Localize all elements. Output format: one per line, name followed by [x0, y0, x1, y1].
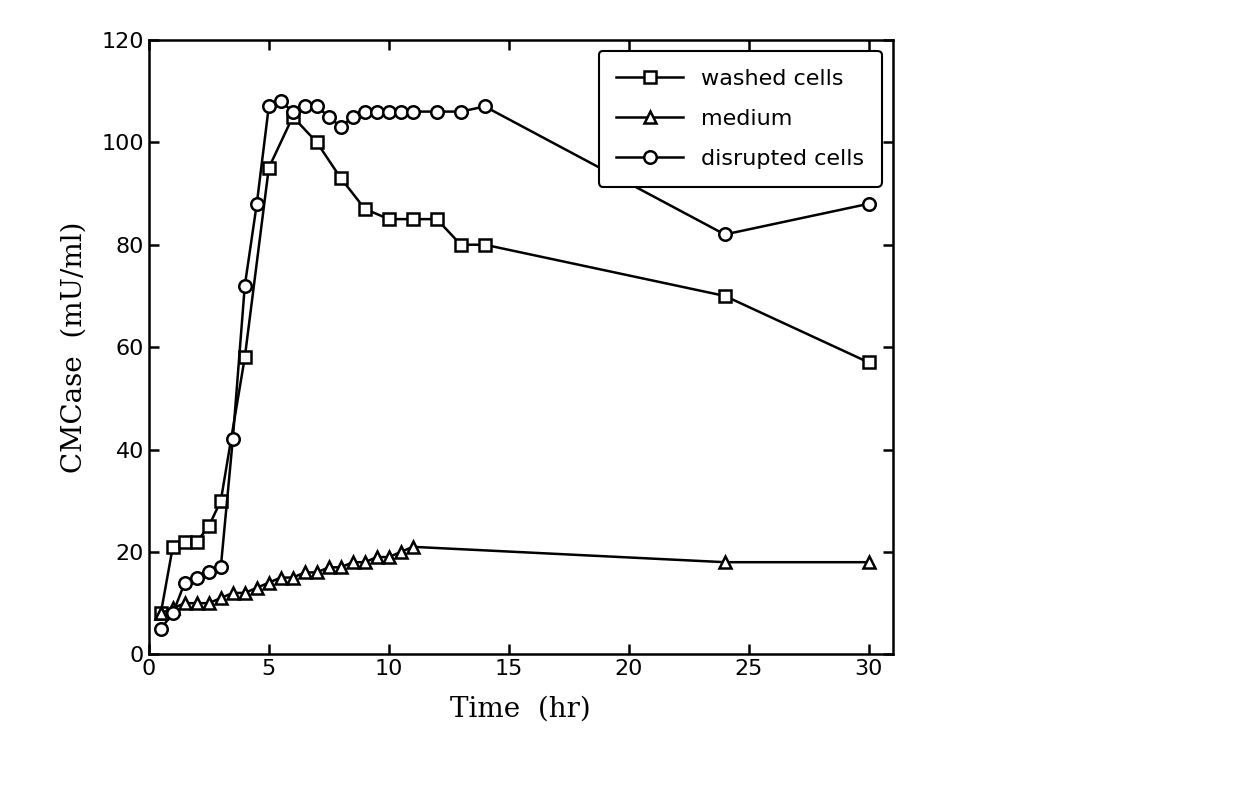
- washed cells: [429, 215, 444, 224]
- medium: [309, 567, 324, 577]
- X-axis label: Time  (hr): Time (hr): [450, 696, 591, 723]
- washed cells: [190, 537, 205, 547]
- disrupted cells: [201, 567, 216, 577]
- disrupted cells: [213, 563, 228, 572]
- medium: [334, 563, 348, 572]
- washed cells: [237, 353, 252, 362]
- washed cells: [382, 215, 397, 224]
- disrupted cells: [477, 101, 492, 111]
- Line: medium: medium: [155, 541, 874, 619]
- disrupted cells: [429, 107, 444, 117]
- medium: [321, 563, 336, 572]
- washed cells: [334, 173, 348, 183]
- medium: [273, 573, 288, 583]
- washed cells: [213, 496, 228, 506]
- washed cells: [154, 609, 169, 618]
- medium: [213, 593, 228, 602]
- disrupted cells: [393, 107, 408, 117]
- medium: [165, 603, 180, 613]
- washed cells: [177, 537, 192, 547]
- medium: [405, 542, 420, 551]
- Y-axis label: CMCase  (mU/ml): CMCase (mU/ml): [61, 221, 88, 473]
- disrupted cells: [382, 107, 397, 117]
- disrupted cells: [262, 101, 277, 111]
- medium: [262, 578, 277, 587]
- disrupted cells: [298, 101, 312, 111]
- disrupted cells: [370, 107, 384, 117]
- medium: [346, 558, 361, 567]
- medium: [370, 552, 384, 562]
- Line: washed cells: washed cells: [155, 110, 875, 619]
- washed cells: [357, 204, 372, 214]
- medium: [393, 547, 408, 557]
- disrupted cells: [226, 435, 241, 444]
- medium: [190, 598, 205, 608]
- disrupted cells: [346, 112, 361, 121]
- medium: [201, 598, 216, 608]
- washed cells: [405, 215, 420, 224]
- medium: [382, 552, 397, 562]
- washed cells: [862, 358, 877, 367]
- washed cells: [454, 240, 469, 250]
- disrupted cells: [190, 573, 205, 583]
- disrupted cells: [309, 101, 324, 111]
- medium: [357, 558, 372, 567]
- washed cells: [165, 542, 180, 551]
- disrupted cells: [154, 624, 169, 634]
- washed cells: [477, 240, 492, 250]
- Legend: washed cells, medium, disrupted cells: washed cells, medium, disrupted cells: [599, 51, 882, 187]
- medium: [298, 567, 312, 577]
- disrupted cells: [718, 230, 733, 239]
- medium: [154, 609, 169, 618]
- medium: [177, 598, 192, 608]
- washed cells: [262, 163, 277, 172]
- disrupted cells: [273, 97, 288, 106]
- disrupted cells: [177, 578, 192, 587]
- washed cells: [718, 291, 733, 301]
- medium: [237, 588, 252, 598]
- disrupted cells: [405, 107, 420, 117]
- disrupted cells: [357, 107, 372, 117]
- Line: disrupted cells: disrupted cells: [155, 95, 875, 635]
- disrupted cells: [237, 281, 252, 290]
- washed cells: [309, 137, 324, 147]
- disrupted cells: [321, 112, 336, 121]
- disrupted cells: [249, 199, 264, 208]
- medium: [718, 558, 733, 567]
- medium: [862, 558, 877, 567]
- medium: [249, 583, 264, 593]
- washed cells: [285, 112, 300, 121]
- disrupted cells: [285, 107, 300, 117]
- disrupted cells: [334, 122, 348, 132]
- disrupted cells: [454, 107, 469, 117]
- disrupted cells: [862, 199, 877, 208]
- disrupted cells: [165, 609, 180, 618]
- washed cells: [201, 522, 216, 531]
- medium: [226, 588, 241, 598]
- medium: [285, 573, 300, 583]
